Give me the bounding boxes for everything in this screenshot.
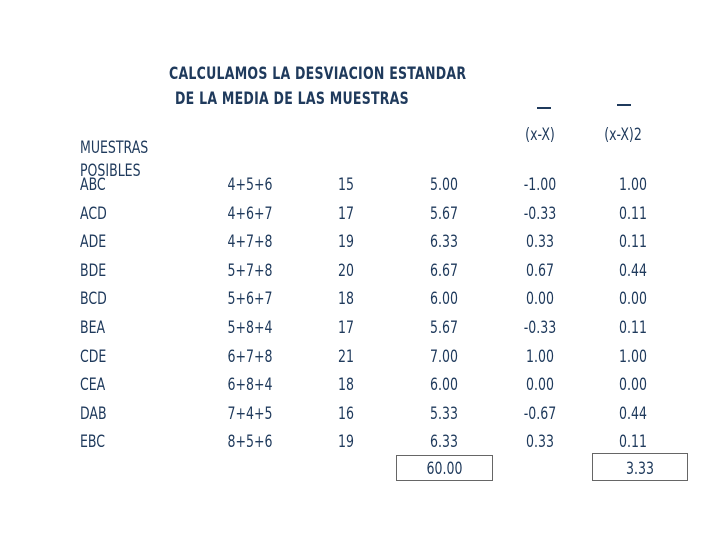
sample-cell: DAB <box>80 404 107 424</box>
sample-cell: EBC <box>80 432 106 452</box>
sample-cell: ACD <box>80 204 107 224</box>
devsq-total: 3.33 <box>626 459 654 479</box>
dev-header: (x-X) <box>525 125 555 145</box>
expression-cell: 8+5+6 <box>227 432 273 452</box>
deviation-cell: -0.67 <box>523 404 557 424</box>
sample-cell: BCD <box>80 289 107 309</box>
expression-cell: 4+5+6 <box>227 175 273 195</box>
expression-cell: 5+8+4 <box>227 318 273 338</box>
title-line-2: DE LA MEDIA DE LAS MUESTRAS <box>175 89 409 109</box>
squared-deviation-cell: 0.11 <box>619 232 647 252</box>
deviation-cell: 0.00 <box>526 375 554 395</box>
sample-cell: CDE <box>80 347 107 367</box>
squared-deviation-cell: 1.00 <box>619 347 647 367</box>
squared-deviation-cell: 0.00 <box>619 375 647 395</box>
sum-cell: 18 <box>338 289 354 309</box>
expression-cell: 7+4+5 <box>227 404 273 424</box>
deviation-cell: 0.00 <box>526 289 554 309</box>
deviation-cell: 0.67 <box>526 261 554 281</box>
sample-cell: ABC <box>80 175 106 195</box>
devsq-total-box <box>592 453 688 481</box>
sum-cell: 20 <box>338 261 354 281</box>
deviation-cell: 0.33 <box>526 432 554 452</box>
mean-cell: 5.00 <box>430 175 458 195</box>
expression-cell: 5+7+8 <box>227 261 273 281</box>
sum-cell: 19 <box>338 232 354 252</box>
mean-cell: 6.00 <box>430 375 458 395</box>
dev-header-overbar <box>537 107 551 109</box>
expression-cell: 4+7+8 <box>227 232 273 252</box>
mean-cell: 5.67 <box>430 318 458 338</box>
sample-cell: BEA <box>80 318 106 338</box>
expression-cell: 5+6+7 <box>227 289 273 309</box>
squared-deviation-cell: 1.00 <box>619 175 647 195</box>
mean-cell: 6.33 <box>430 432 458 452</box>
expression-cell: 6+8+4 <box>227 375 273 395</box>
sample-cell: ADE <box>80 232 107 252</box>
squared-deviation-cell: 0.11 <box>619 204 647 224</box>
sum-cell: 17 <box>338 204 354 224</box>
sum-cell: 18 <box>338 375 354 395</box>
mean-cell: 6.67 <box>430 261 458 281</box>
expression-cell: 6+7+8 <box>227 347 273 367</box>
mean-total: 60.00 <box>426 459 463 479</box>
muestras-header-line-2: POSIBLES <box>80 161 141 181</box>
deviation-cell: -0.33 <box>523 204 557 224</box>
deviation-cell: 1.00 <box>526 347 554 367</box>
squared-deviation-cell: 0.11 <box>619 318 647 338</box>
deviation-cell: -1.00 <box>523 175 557 195</box>
devsq-header: (x-X)2 <box>604 125 642 145</box>
mean-cell: 7.00 <box>430 347 458 367</box>
sample-cell: BDE <box>80 261 107 281</box>
deviation-cell: -0.33 <box>523 318 557 338</box>
mean-cell: 5.67 <box>430 204 458 224</box>
sample-cell: CEA <box>80 375 106 395</box>
sum-cell: 21 <box>338 347 354 367</box>
deviation-cell: 0.33 <box>526 232 554 252</box>
mean-cell: 6.33 <box>430 232 458 252</box>
sum-cell: 15 <box>338 175 354 195</box>
expression-cell: 4+6+7 <box>227 204 273 224</box>
sum-cell: 16 <box>338 404 354 424</box>
sum-cell: 17 <box>338 318 354 338</box>
mean-cell: 6.00 <box>430 289 458 309</box>
sum-cell: 19 <box>338 432 354 452</box>
squared-deviation-cell: 0.00 <box>619 289 647 309</box>
squared-deviation-cell: 0.11 <box>619 432 647 452</box>
squared-deviation-cell: 0.44 <box>619 404 647 424</box>
devsq-header-overbar <box>617 104 631 106</box>
mean-total-box <box>396 455 493 481</box>
muestras-header-line-1: MUESTRAS <box>80 138 149 158</box>
mean-cell: 5.33 <box>430 404 458 424</box>
title-line-1: CALCULAMOS LA DESVIACION ESTANDAR <box>169 64 467 84</box>
squared-deviation-cell: 0.44 <box>619 261 647 281</box>
